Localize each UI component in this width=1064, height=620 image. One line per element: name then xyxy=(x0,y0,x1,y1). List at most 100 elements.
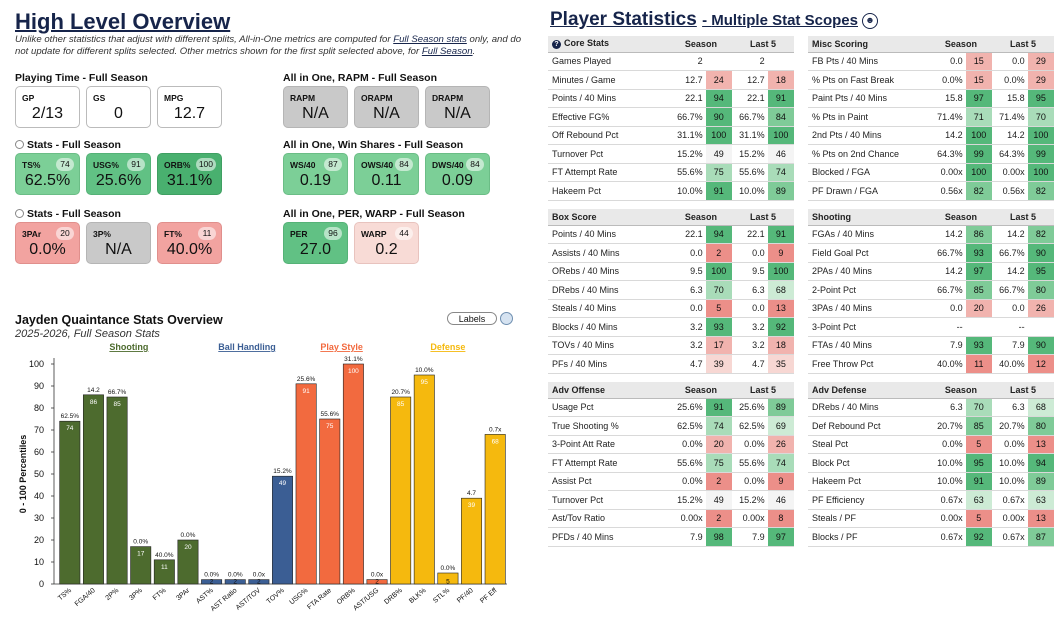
overview-title: Jayden Quaintance Stats Overview xyxy=(15,313,223,327)
stat-value: 4.7 xyxy=(731,354,768,374)
table-row: Assists / 40 Mins 0.0 2 0.0 9 xyxy=(548,243,794,263)
stat-value: 14.2 xyxy=(991,126,1028,145)
win-shares-section-label: All in One, Win Shares - Full Season xyxy=(283,139,464,151)
last5-column-header[interactable]: Last 5 xyxy=(991,36,1054,53)
x-tick-label: AST% xyxy=(195,587,215,605)
last5-column-header[interactable]: Last 5 xyxy=(991,382,1054,399)
stat-percentile: 86 xyxy=(965,225,992,244)
season-column-header[interactable]: Season xyxy=(669,209,732,226)
table-row: Off Rebound Pct 31.1% 100 31.1% 100 xyxy=(548,126,794,145)
bar-percentile-label: 100 xyxy=(348,368,359,375)
ws40-card: WS/40 87 0.19 xyxy=(283,153,348,195)
y-tick-label: 100 xyxy=(29,359,44,369)
stat-value: 14.2 xyxy=(929,262,966,281)
bar-value-label: 0.0x xyxy=(371,572,384,579)
stat-percentile: 100 xyxy=(767,262,794,281)
stat-percentile: 2 xyxy=(705,472,732,491)
stat-label: FT Attempt Rate xyxy=(548,163,670,182)
season-column-header[interactable]: Season xyxy=(929,36,992,53)
table-row: % Pts on Fast Break 0.0% 15 0.0% 29 xyxy=(808,70,1054,90)
season-column-header[interactable]: Season xyxy=(669,36,732,53)
last5-column-header[interactable]: Last 5 xyxy=(731,382,794,399)
table-row: Block Pct 10.0% 95 10.0% 94 xyxy=(808,453,1054,473)
table-row: Minutes / Game 12.7 24 12.7 18 xyxy=(548,70,794,90)
table-row: FTAs / 40 Mins 7.9 93 7.9 90 xyxy=(808,336,1054,355)
stat-value: 12.7 xyxy=(731,70,768,90)
stats-section-label-2[interactable]: Stats - Full Season xyxy=(15,208,121,220)
y-tick-label: 40 xyxy=(34,491,44,501)
stat-value: 3.2 xyxy=(669,336,706,355)
user-icon[interactable]: ☻ xyxy=(861,13,878,29)
stat-label: Points / 40 Mins xyxy=(548,89,670,108)
stat-percentile: 20 xyxy=(705,435,732,454)
bar-value-label: 4.7 xyxy=(467,490,476,497)
x-tick-label: STL% xyxy=(432,587,451,605)
table-row: 2PAs / 40 Mins 14.2 97 14.2 95 xyxy=(808,262,1054,281)
bar-ft- xyxy=(153,559,175,585)
stat-value: 0.0% xyxy=(669,472,706,491)
season-column-header[interactable]: Season xyxy=(929,209,992,226)
last5-column-header[interactable]: Last 5 xyxy=(991,209,1054,226)
season-column-header[interactable]: Season xyxy=(669,382,732,399)
3par-card: 3PAr 20 0.0% xyxy=(15,222,80,264)
stat-value: 66.7% xyxy=(929,280,966,300)
help-icon[interactable]: ? xyxy=(552,40,561,50)
group-header-ball-handling: Ball Handling xyxy=(218,342,276,352)
stat-percentile: 13 xyxy=(1027,509,1054,528)
table-row: Paint Pts / 40 Mins 15.8 97 15.8 95 xyxy=(808,89,1054,108)
stat-label: Blocks / PF xyxy=(808,527,930,547)
stat-percentile: 12 xyxy=(1027,354,1054,374)
table-row: PFs / 40 Mins 4.7 39 4.7 35 xyxy=(548,354,794,374)
x-tick-label: FGA/40 xyxy=(74,587,97,608)
stat-percentile: 95 xyxy=(1027,89,1054,108)
stat-label: Hakeem Pct xyxy=(808,472,930,491)
stat-value: 6.3 xyxy=(669,280,706,300)
stat-percentile: 85 xyxy=(965,280,992,300)
stat-percentile: 74 xyxy=(767,453,794,473)
playing-time-section-label: Playing Time - Full Season xyxy=(15,72,148,84)
stat-percentile: 93 xyxy=(965,336,992,355)
stat-value: 22.1 xyxy=(669,89,706,108)
stat-percentile: 5 xyxy=(705,299,732,318)
stat-value: 71.4% xyxy=(991,107,1028,127)
last5-column-header[interactable]: Last 5 xyxy=(731,209,794,226)
stat-percentile: 80 xyxy=(1027,416,1054,436)
stat-percentile: 75 xyxy=(705,453,732,473)
stat-percentile: 82 xyxy=(1027,181,1054,201)
stat-percentile: 18 xyxy=(767,70,794,90)
season-column-header[interactable]: Season xyxy=(929,382,992,399)
full-season-link[interactable]: Full Season xyxy=(421,45,473,57)
stat-percentile: 93 xyxy=(705,317,732,337)
stat-value: 9.5 xyxy=(669,262,706,281)
stat-percentile: 99 xyxy=(1027,144,1054,164)
labels-button[interactable]: Labels xyxy=(447,312,497,325)
radio-icon[interactable] xyxy=(15,140,24,149)
stat-label: FT Attempt Rate xyxy=(548,453,670,473)
stat-percentile xyxy=(767,52,794,71)
player-stats-title: Player Statistics - Multiple Stat Scopes… xyxy=(550,9,878,31)
stat-label: 2nd Pts / 40 Mins xyxy=(808,126,930,145)
last5-column-header[interactable]: Last 5 xyxy=(731,36,794,53)
stat-value: 15.2% xyxy=(731,490,768,510)
gs-card: GS 0 xyxy=(86,86,151,128)
stat-value: 0.67x xyxy=(929,527,966,547)
stat-label: Assists / 40 Mins xyxy=(548,243,670,263)
stat-percentile: 49 xyxy=(705,144,732,164)
stat-value: 0.56x xyxy=(929,181,966,201)
group-header-shooting: Shooting xyxy=(109,342,148,352)
table-header-title: Shooting xyxy=(808,209,930,226)
stat-value: 6.3 xyxy=(991,398,1028,417)
table-row: Turnover Pct 15.2% 49 15.2% 46 xyxy=(548,144,794,164)
full-season-stats-link[interactable]: Full Season stats xyxy=(393,34,467,45)
stat-label: ORebs / 40 Mins xyxy=(548,262,670,281)
stats-table-box-score: Box Score Season Last 5 Points / 40 Mins 22.… xyxy=(548,209,794,374)
stats-section-label-1[interactable]: Stats - Full Season xyxy=(15,139,121,151)
stat-percentile: 95 xyxy=(965,453,992,473)
radio-icon[interactable] xyxy=(15,209,24,218)
stat-percentile: 26 xyxy=(767,435,794,454)
stat-value: 12.7 xyxy=(669,70,706,90)
stats-table-core-stats: ? Core Stats Season Last 5 Games Played 2 2 Min… xyxy=(548,36,794,201)
stat-percentile: 8 xyxy=(767,509,794,528)
y-tick-label: 50 xyxy=(34,469,44,479)
labels-toggle[interactable] xyxy=(500,312,513,325)
